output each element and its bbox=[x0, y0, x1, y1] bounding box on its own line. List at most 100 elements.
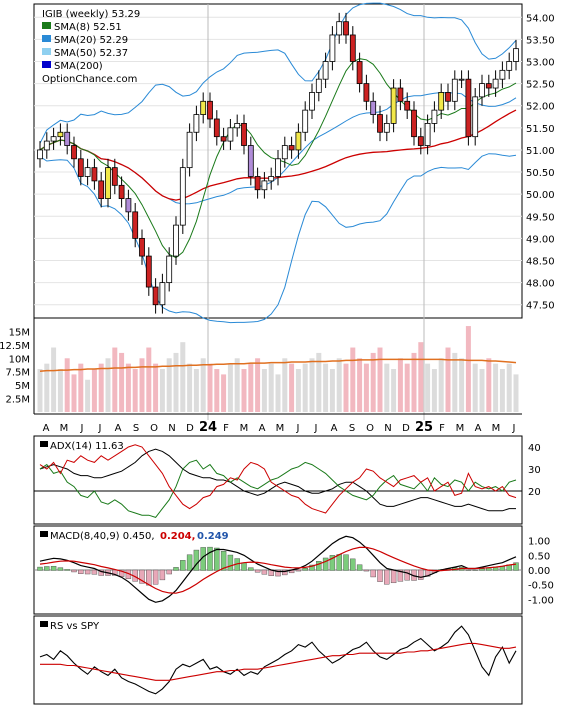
macd-histogram-bar bbox=[214, 547, 220, 571]
volume-bar bbox=[139, 358, 145, 412]
candle-body bbox=[57, 131, 64, 138]
candle-body bbox=[431, 109, 438, 124]
month-label: S bbox=[133, 423, 139, 434]
candle-body bbox=[302, 109, 309, 133]
price-y-tick-label: 49.00 bbox=[526, 234, 555, 245]
volume-bar bbox=[166, 358, 172, 412]
price-y-tick-label: 48.00 bbox=[526, 279, 555, 290]
macd-histogram-bar bbox=[139, 569, 145, 584]
volume-bar bbox=[357, 358, 363, 412]
macd-histogram-bar bbox=[404, 569, 410, 581]
volume-bar bbox=[193, 369, 199, 412]
month-label: M bbox=[240, 423, 249, 434]
candle-body bbox=[275, 158, 281, 177]
adx-y-tick-label: 20 bbox=[528, 487, 541, 498]
volume-bar bbox=[98, 363, 104, 412]
candle-body bbox=[77, 158, 84, 177]
volume-bar bbox=[78, 363, 84, 412]
macd-histogram-bar bbox=[57, 567, 64, 571]
candle-body bbox=[479, 83, 485, 98]
legend-swatch bbox=[42, 61, 51, 68]
legend-label: SMA(8) 52.51 bbox=[54, 22, 122, 33]
month-label: M bbox=[456, 423, 465, 434]
rs-legend-swatch bbox=[40, 621, 48, 627]
macd-histogram-bar bbox=[418, 569, 424, 580]
macd-histogram-bar bbox=[275, 569, 281, 577]
volume-bar bbox=[234, 358, 240, 412]
legend-swatch bbox=[42, 22, 51, 29]
macd-histogram-bar bbox=[207, 546, 213, 571]
price-y-tick-label: 52.50 bbox=[526, 80, 555, 91]
month-label: A bbox=[331, 423, 338, 434]
candle-body bbox=[370, 100, 377, 115]
volume-bar bbox=[119, 352, 125, 412]
macd-histogram-bar bbox=[472, 569, 478, 571]
month-label: N bbox=[168, 423, 175, 434]
volume-bar bbox=[275, 374, 281, 412]
price-y-tick-label: 53.00 bbox=[526, 57, 555, 68]
candle-body bbox=[336, 21, 343, 36]
candle-body bbox=[213, 118, 220, 138]
price-y-tick-label: 53.50 bbox=[526, 35, 555, 46]
candle-body bbox=[513, 48, 519, 62]
price-y-tick-label: 54.00 bbox=[526, 13, 555, 24]
candle-body bbox=[118, 184, 125, 199]
month-label: M bbox=[492, 423, 501, 434]
macd-histogram-bar bbox=[180, 560, 186, 571]
candle-body bbox=[132, 211, 139, 239]
bollinger-upper-line bbox=[39, 2, 517, 144]
macd-histogram-bar bbox=[146, 569, 152, 586]
volume-bar bbox=[187, 363, 193, 412]
month-label: J bbox=[296, 423, 300, 434]
macd-histogram-bar bbox=[193, 549, 200, 571]
volume-bar bbox=[452, 352, 458, 412]
macd-y-tick-label: -0.50 bbox=[528, 581, 554, 592]
candle-body bbox=[329, 34, 336, 62]
month-label: F bbox=[439, 423, 445, 434]
candle-body bbox=[485, 83, 492, 89]
macd-histogram-bar bbox=[390, 569, 397, 584]
candle-body bbox=[261, 180, 268, 191]
candle-body bbox=[377, 114, 383, 133]
volume-bar bbox=[268, 363, 274, 412]
macd-histogram-bar bbox=[166, 569, 172, 575]
month-label: A bbox=[259, 423, 266, 434]
macd-histogram-bar bbox=[152, 569, 159, 585]
price-y-tick-label: 52.00 bbox=[526, 102, 555, 113]
month-label: M bbox=[276, 423, 285, 434]
macd-histogram-bar bbox=[377, 569, 383, 582]
adx-y-tick-label: 30 bbox=[528, 465, 541, 476]
macd-histogram-bar bbox=[350, 558, 356, 571]
volume-bar bbox=[459, 358, 465, 412]
month-label: M bbox=[60, 423, 69, 434]
macd-histogram-bar bbox=[302, 568, 308, 571]
volume-bar bbox=[513, 374, 519, 412]
sma20-line bbox=[39, 91, 517, 205]
volume-bar bbox=[316, 352, 322, 412]
candle-body bbox=[451, 78, 458, 102]
volume-bar bbox=[329, 369, 335, 412]
rs-title: RS vs SPY bbox=[50, 621, 100, 632]
rs-series-rssma bbox=[40, 642, 517, 681]
candle-body bbox=[472, 96, 479, 138]
candle-body bbox=[227, 127, 234, 142]
candle-body bbox=[438, 92, 445, 111]
month-label: O bbox=[366, 423, 374, 434]
candle-body bbox=[417, 136, 424, 146]
candle-body bbox=[383, 123, 390, 133]
volume-bar bbox=[323, 363, 329, 412]
legend-label: SMA(20) 52.29 bbox=[54, 35, 128, 46]
candle-body bbox=[445, 92, 451, 102]
volume-bar bbox=[241, 369, 247, 412]
candle-body bbox=[458, 78, 465, 81]
candle-body bbox=[139, 237, 145, 257]
candle-body bbox=[186, 131, 193, 169]
volume-bar bbox=[200, 358, 206, 412]
year-label: 25 bbox=[415, 420, 433, 435]
volume-bar bbox=[37, 369, 43, 412]
candle-body bbox=[506, 61, 513, 71]
volume-bar bbox=[173, 352, 179, 412]
month-label: N bbox=[384, 423, 391, 434]
price-y-tick-label: 47.50 bbox=[526, 301, 555, 312]
volume-bar bbox=[397, 358, 403, 412]
